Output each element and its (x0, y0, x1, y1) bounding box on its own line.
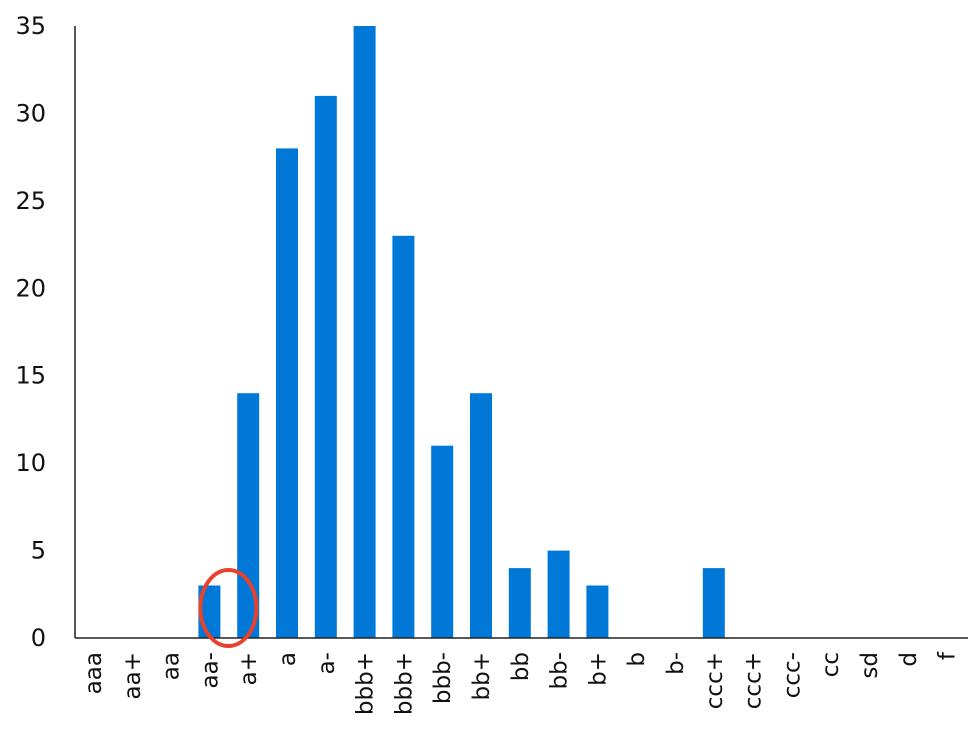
y-tick-label-0: 0 (31, 624, 46, 652)
x-tick-label-22: f (935, 651, 961, 660)
bar-bb-11 (508, 568, 531, 638)
x-tick-label-6: a- (314, 652, 340, 674)
y-tick-label-30: 30 (15, 99, 46, 127)
y-tick-label-15: 15 (15, 362, 46, 390)
x-tick-label-15: b- (663, 652, 689, 675)
x-tick-label-0: aaa (81, 652, 107, 694)
x-tick-label-11: bb (508, 652, 534, 681)
x-tick-label-18: ccc- (779, 652, 805, 698)
bar-bbb+-7 (353, 26, 376, 638)
bar-b+-13 (586, 585, 609, 638)
x-tick-label-10: bb+ (469, 652, 495, 700)
x-tick-label-8: bbb+ (391, 652, 417, 715)
bar-bbb+-8 (392, 235, 415, 639)
y-tick-label-20: 20 (15, 274, 46, 302)
bar-a-5 (276, 148, 298, 638)
y-tick-label-35: 35 (15, 12, 46, 40)
x-tick-label-17: ccc+ (741, 652, 767, 709)
bar-bb--12 (547, 550, 570, 638)
highlight-ellipse (198, 568, 259, 648)
x-tick-label-20: sd (857, 652, 883, 679)
bar-ccc+-16 (702, 568, 725, 638)
y-tick-label-25: 25 (15, 187, 46, 215)
x-tick-label-16: ccc+ (702, 652, 728, 709)
x-tick-label-13: b+ (585, 652, 611, 686)
x-tick-label-19: cc (818, 652, 844, 677)
annotations (198, 568, 259, 648)
bar-a--6 (314, 95, 337, 638)
x-tick-label-14: b (624, 652, 650, 667)
x-tick-label-7: bbb+ (353, 652, 379, 715)
x-tick-label-12: bb- (547, 652, 573, 690)
x-tick-label-4: a+ (236, 652, 262, 685)
x-tick-label-9: bbb- (430, 652, 456, 704)
x-tick-label-5: a (275, 652, 301, 666)
x-axis-ticks: aaa aa+ aa aa-a+ a a-bbb+ bbb+ bbb-bb+ bb bb-b+ b b… (81, 651, 961, 715)
y-tick-label-10: 10 (15, 449, 46, 477)
bar-bbb--9 (431, 445, 454, 638)
bars (198, 26, 725, 639)
x-tick-label-21: d (896, 652, 922, 667)
x-tick-label-2: aa (159, 652, 185, 680)
y-tick-label-5: 5 (31, 537, 46, 565)
bar-bb+-10 (470, 393, 492, 638)
x-tick-label-1: aa+ (120, 652, 146, 699)
y-axis-ticks: 0 5 10 15 20 25 30 35 (15, 12, 46, 652)
x-tick-label-3: aa- (197, 652, 223, 689)
